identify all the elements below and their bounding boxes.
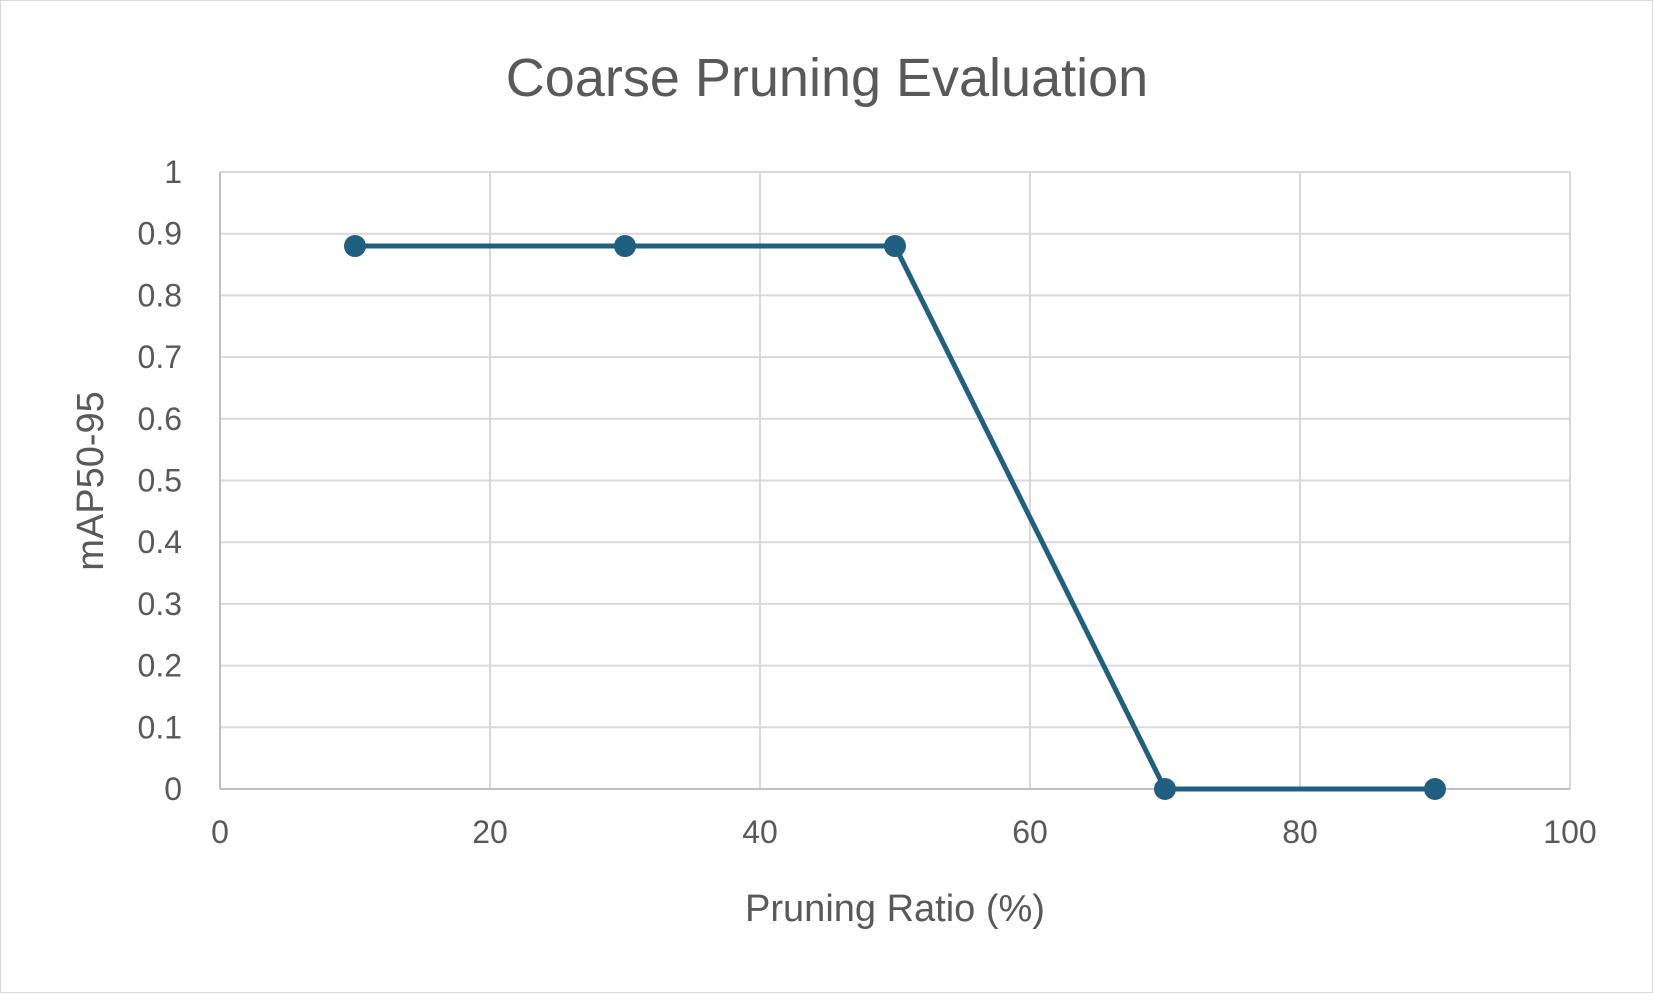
chart-title: Coarse Pruning Evaluation — [506, 48, 1148, 108]
x-axis-title: Pruning Ratio (%) — [745, 888, 1045, 930]
x-tick-label: 60 — [1012, 814, 1048, 850]
series-layer — [344, 235, 1446, 800]
data-point — [1154, 778, 1176, 800]
y-tick-label: 0.8 — [138, 277, 182, 313]
y-tick-label: 0.4 — [138, 524, 182, 560]
y-tick-label: 0.1 — [138, 709, 182, 745]
tick-labels: 0 0.1 0.2 0.3 0.4 0.5 0.6 0.7 0.8 0.9 1 0 20 40 60 80 10… — [138, 154, 1597, 850]
y-axis-title: mAP50-95 — [70, 391, 112, 571]
y-tick-label: 1 — [164, 154, 182, 190]
y-tick-label: 0 — [164, 771, 182, 807]
x-tick-label: 100 — [1543, 814, 1596, 850]
y-tick-label: 0.7 — [138, 339, 182, 375]
series-line — [352, 243, 1438, 792]
y-tick-label: 0.6 — [138, 401, 182, 437]
data-point — [884, 235, 906, 258]
y-tick-label: 0.3 — [138, 586, 182, 622]
x-tick-label: 20 — [472, 814, 508, 850]
x-tick-label: 0 — [211, 814, 229, 850]
x-tick-label: 80 — [1282, 814, 1318, 850]
x-tick-label: 40 — [742, 814, 778, 850]
data-point — [1424, 778, 1446, 800]
data-point — [344, 235, 366, 258]
data-point — [614, 235, 636, 258]
y-tick-label: 0.9 — [138, 216, 182, 252]
gridlines — [220, 171, 1571, 789]
y-tick-label: 0.5 — [138, 463, 182, 499]
y-tick-label: 0.2 — [138, 648, 182, 684]
